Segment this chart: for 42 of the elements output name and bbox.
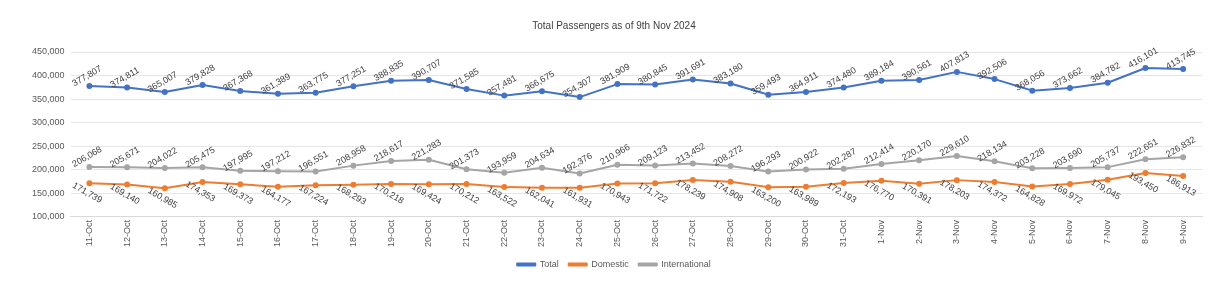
x-tick-label: 27-Oct [687,219,698,248]
y-tick-label: 250,000 [31,140,65,151]
y-tick-label: 150,000 [31,187,65,198]
x-tick-label: 20-Oct [423,219,434,248]
x-tick-label: 25-Oct [611,219,622,248]
x-tick-label: 19-Oct [385,219,396,248]
y-tick-label: 300,000 [31,117,65,128]
x-tick-label: 1-Nov [875,219,886,245]
x-tick-label: 24-Oct [574,219,585,248]
x-tick-label: 7-Nov [1102,219,1113,245]
y-tick-label: 400,000 [31,70,65,81]
x-tick-label: 9-Nov [1177,219,1188,245]
x-tick-label: 18-Oct [347,219,358,248]
x-tick-label: 15-Oct [234,219,245,248]
x-tick-label: 8-Nov [1139,219,1150,245]
x-tick-label: 12-Oct [121,219,132,248]
x-tick-label: 14-Oct [197,219,208,248]
x-tick-label: 28-Oct [725,219,736,248]
x-tick-label: 29-Oct [762,219,773,248]
y-tick-label: 200,000 [31,164,65,175]
legend-label: Total [539,258,559,269]
x-tick-label: 11-Oct [83,219,94,247]
x-tick-label: 16-Oct [272,219,283,248]
x-tick-label: 3-Nov [951,219,962,245]
x-tick-label: 6-Nov [1064,219,1075,245]
chart-title: Total Passengers as of 9th Nov 2024 [532,19,697,31]
x-tick-label: 17-Oct [310,219,321,248]
x-tick-label: 13-Oct [159,219,170,248]
x-tick-label: 5-Nov [1026,219,1037,245]
x-tick-label: 26-Oct [649,219,660,248]
x-tick-label: 2-Nov [913,219,924,245]
legend-label: Domestic [591,258,630,269]
x-tick-label: 4-Nov [989,219,1000,245]
x-tick-label: 22-Oct [498,219,509,248]
x-tick-label: 30-Oct [800,219,811,248]
x-tick-label: 31-Oct [838,219,849,248]
y-tick-label: 100,000 [31,211,65,222]
y-tick-label: 450,000 [31,46,65,57]
x-tick-label: 21-Oct [461,219,472,248]
x-tick-label: 23-Oct [536,219,547,248]
legend-label: International [661,258,711,269]
y-tick-label: 350,000 [31,93,65,104]
